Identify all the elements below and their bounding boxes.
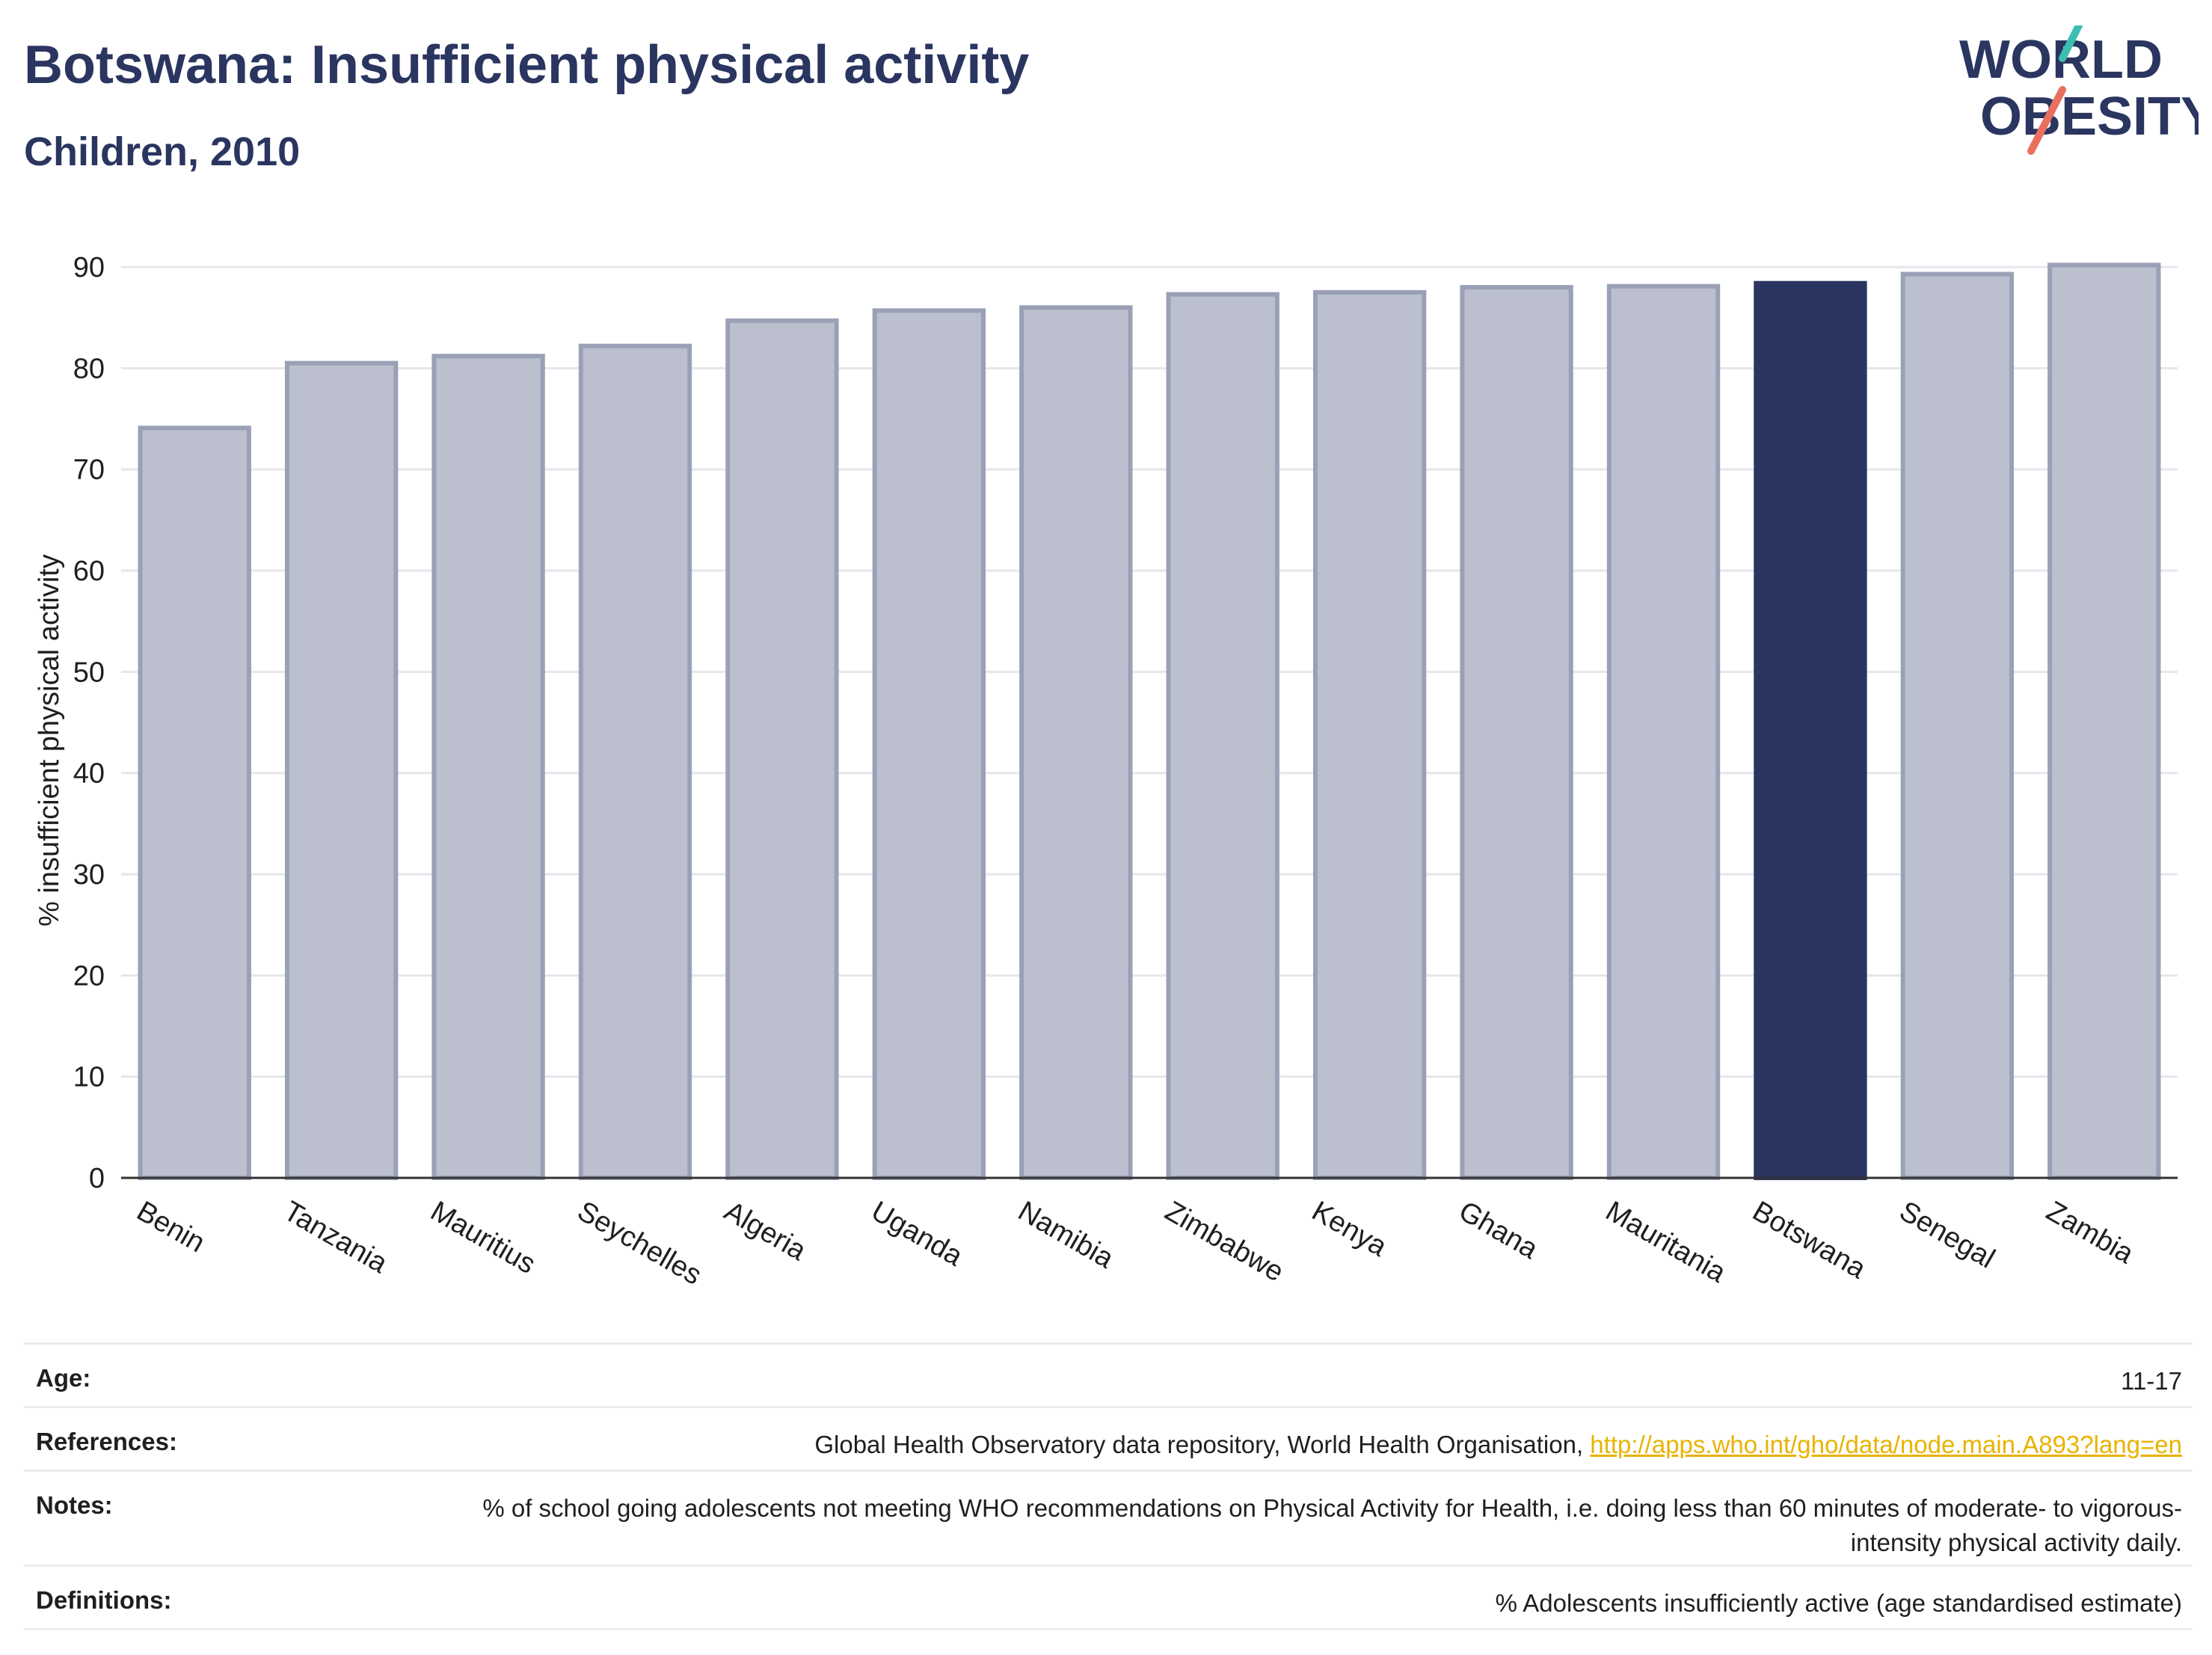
notes-label: Notes:	[36, 1491, 113, 1519]
y-tick-label: 50	[73, 657, 105, 688]
x-tick-label: Zambia	[2041, 1195, 2139, 1270]
metadata-table: Age: 11-17 References: Global Health Obs…	[24, 1342, 2193, 1630]
x-tick-label: Uganda	[866, 1195, 968, 1272]
bar-uganda	[872, 308, 986, 1180]
bar-botswana	[1754, 280, 1867, 1180]
bar-mauritius	[431, 354, 545, 1180]
meta-row-age: Age: 11-17	[24, 1342, 2193, 1406]
bar-tanzania	[284, 360, 399, 1180]
page-title: Botswana: Insufficient physical activity	[24, 35, 1030, 95]
bar-senegal	[1900, 271, 2015, 1180]
y-tick-label: 10	[73, 1062, 105, 1093]
x-tick-label: Ghana	[1454, 1195, 1544, 1265]
y-tick-label: 70	[73, 455, 105, 486]
logo-text-obesity: OBESITY	[1980, 87, 2199, 147]
world-obesity-logo: WORLD OBESITY	[1959, 25, 2199, 155]
bar-zimbabwe	[1166, 292, 1279, 1180]
y-tick-label: 60	[73, 556, 105, 587]
bar-chart: 0 10 20 30 40 50 60 70 80 90 Benin Tanzania Mauritiu…	[34, 252, 2178, 1292]
logo-slash-coral	[2027, 86, 2066, 155]
meta-row-notes: Notes: % of school going adolescents not…	[24, 1470, 2193, 1565]
age-value: 11-17	[2121, 1367, 2182, 1395]
x-tick-label: Algeria	[719, 1195, 811, 1267]
bar-benin	[138, 426, 251, 1180]
references-text: Global Health Observatory data repositor…	[814, 1431, 1591, 1458]
page-subtitle: Children, 2010	[24, 129, 301, 174]
bar-algeria	[725, 318, 839, 1180]
bar-mauritania	[1606, 283, 1721, 1180]
x-tick-label: Benin	[132, 1195, 210, 1259]
y-tick-label: 40	[73, 758, 105, 790]
x-tick-label: Tanzania	[278, 1195, 393, 1280]
notes-value: % of school going adolescents not meetin…	[482, 1494, 2182, 1556]
bar-kenya	[1312, 289, 1427, 1180]
x-tick-label: Zimbabwe	[1160, 1195, 1289, 1288]
age-label: Age:	[36, 1364, 91, 1392]
references-value: Global Health Observatory data repositor…	[24, 1408, 2193, 1462]
meta-row-definitions: Definitions: % Adolescents insufficientl…	[24, 1565, 2193, 1630]
definitions-label: Definitions:	[36, 1586, 172, 1614]
bar-seychelles	[578, 343, 692, 1181]
y-tick-label: 30	[73, 859, 105, 891]
bar-zambia	[2047, 262, 2161, 1181]
y-tick-label: 90	[73, 252, 105, 283]
y-tick-label: 20	[73, 960, 105, 992]
x-tick-label: Senegal	[1894, 1195, 2000, 1274]
x-tick-label: Kenya	[1306, 1195, 1392, 1263]
bar-ghana	[1460, 285, 1573, 1180]
x-tick-label: Namibia	[1013, 1195, 1119, 1274]
x-tick-label: Mauritius	[425, 1195, 541, 1280]
meta-row-references: References: Global Health Observatory da…	[24, 1406, 2193, 1470]
definitions-value: % Adolescents insufficiently active (age…	[1495, 1589, 2182, 1617]
x-tick-label: Botswana	[1747, 1195, 1871, 1285]
x-tick-label: Mauritania	[1600, 1195, 1731, 1289]
y-axis-label: % insufficient physical activity	[34, 554, 65, 927]
y-tick-label: 80	[73, 353, 105, 384]
x-tick-label: Seychelles	[572, 1195, 707, 1291]
logo-slash-teal	[2059, 25, 2083, 62]
references-link[interactable]: http://apps.who.int/gho/data/node.main.A…	[1590, 1431, 2182, 1458]
references-label: References:	[36, 1428, 177, 1455]
y-tick-label: 0	[89, 1163, 105, 1194]
bar-namibia	[1019, 305, 1133, 1180]
